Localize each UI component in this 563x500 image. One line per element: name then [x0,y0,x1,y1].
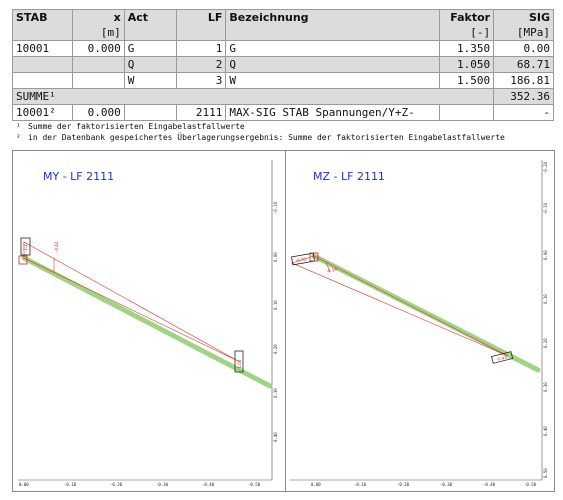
mz-x-tick: 0.00 [311,482,321,487]
col-header-sig: SIG [493,9,554,25]
my-moment-diagram [23,241,239,362]
my-y-ticks: -0.10 0.00 0.10 0.20 0.30 0.40 [273,201,278,442]
my-value-label-start: -1.27 [23,241,28,252]
table-row: 10001 0.000 G 1 G 1.350 0.00 [12,40,554,57]
footnote-text: in der Datenbank gespeichertes Überlager… [28,133,505,142]
col-header-bezeichnung: Bezeichnung [225,9,441,25]
footnote-1: ¹ Summe der faktorisierten Eingabelastfal… [16,121,505,132]
mz-y-ticks: -0.20 -0.10 0.00 0.10 0.20 0.30 0.40 0.5… [543,161,548,478]
mz-y-tick: 0.30 [543,382,548,392]
mz-value-label-mid: -0.19 [326,267,338,274]
db-result-row: 10001² 0.000 2111 MAX-SIG STAB Spannunge… [12,104,554,121]
footnote-mark: ¹ [16,122,21,131]
my-x-tick: -0.40 [202,482,215,487]
mz-x-tick: -0.40 [483,482,496,487]
mz-moment-diagram [291,255,509,357]
mz-y-tick: 0.50 [543,468,548,478]
cell-stab [12,56,73,73]
my-x-tick: -0.10 [64,482,77,487]
panel-divider [285,150,286,492]
col-header-lf: LF [175,9,227,25]
cell-x: 0.000 [71,40,125,57]
mz-x-tick: -0.20 [397,482,410,487]
my-x-ticks: 0.00 -0.10 -0.20 -0.30 -0.40 -0.50 [19,482,261,487]
footnote-mark: ² [16,133,21,142]
my-y-tick: 0.00 [273,252,278,262]
my-x-tick: 0.00 [19,482,29,487]
results-table: STAB x Act LF Bezeichnung Faktor SIG [m]… [11,9,554,121]
my-y-tick: 0.10 [273,300,278,310]
my-y-tick: 0.30 [273,388,278,398]
my-value-label-end: -1.08 [237,359,242,370]
my-y-tick: -0.10 [273,201,278,214]
my-x-tick: -0.20 [110,482,123,487]
graphics-frame [12,150,555,492]
summe-label: SUMME¹ [11,88,495,105]
mz-label-box-start [291,252,315,266]
footnotes: ¹ Summe der faktorisierten Eingabelastfal… [16,121,505,143]
cell-lf: 2111 [175,104,227,121]
mz-y-tick: 0.20 [543,338,548,348]
unit-x: [m] [71,25,125,41]
col-header-x: x [71,9,125,25]
footnote-2: ² in der Datenbank gespeichertes Überlage… [16,132,505,143]
cell-stab: 10001² [12,104,73,121]
col-header-stab: STAB [12,9,73,25]
mz-x-ticks: 0.00 -0.10 -0.20 -0.30 -0.40 -0.50 [311,482,537,487]
footnote-text: Summe der faktorisierten Eingabelastfall… [28,122,245,131]
mz-node-marker [309,252,319,262]
my-label-box-start [20,237,31,256]
mz-x-tick: -0.50 [524,482,537,487]
mz-value-label-start: -0.70 [295,256,307,263]
mz-y-tick: 0.00 [543,250,548,260]
mz-y-tick: -0.10 [543,202,548,215]
mz-value-label-end: -0.43 [496,355,508,362]
mz-ordinate-line [325,261,331,273]
mz-y-tick: -0.20 [543,161,548,174]
my-node-marker [18,255,28,265]
cell-sig: 0.00 [493,40,554,57]
my-member-bar [21,255,273,389]
plot-title-my: MY - LF 2111 [43,170,115,183]
my-value-label-mid: -0.42 [54,241,59,252]
unit-act [123,25,177,41]
my-y-tick: 0.40 [273,432,278,442]
cell-sig: - [493,104,554,121]
mz-label-box-end [491,351,514,364]
my-x-tick: -0.30 [156,482,169,487]
summe-row: SUMME¹ 352.36 [11,88,554,105]
table-header-row: STAB x Act LF Bezeichnung Faktor SIG [12,9,554,25]
mz-x-tick: -0.30 [440,482,453,487]
mz-y-tick: 0.10 [543,294,548,304]
mz-y-tick: 0.40 [543,426,548,436]
cell-bezeichnung: MAX-SIG STAB Spannungen/Y+Z- [225,104,441,121]
my-y-tick: 0.20 [273,344,278,354]
cell-act: Q [123,56,177,73]
plot-title-mz: MZ - LF 2111 [313,170,385,183]
summe-sig: 352.36 [493,88,554,105]
table-unit-row: [m] [-] [MPa] [12,25,554,41]
unit-lf [175,25,227,41]
mz-x-tick: -0.10 [354,482,367,487]
cell-x: 0.000 [71,104,125,121]
my-label-box-end [234,350,244,373]
col-header-act: Act [123,9,177,25]
my-x-tick: -0.50 [248,482,261,487]
col-header-faktor: Faktor [439,9,495,25]
